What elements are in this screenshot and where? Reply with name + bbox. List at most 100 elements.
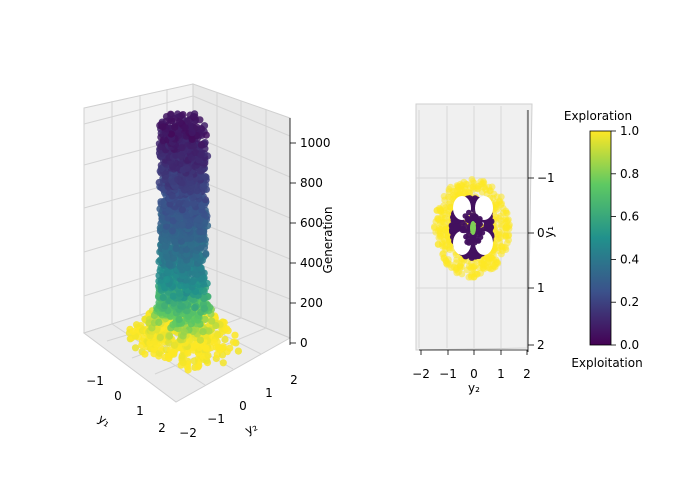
scatter-point xyxy=(466,232,472,238)
scatter-point xyxy=(189,199,197,207)
scatter-point xyxy=(179,111,187,119)
scatter-point xyxy=(180,328,188,336)
scatter-point xyxy=(479,230,486,236)
scatter-point xyxy=(174,213,183,222)
top-view-y1-tick-label: −1 xyxy=(537,171,555,185)
y2-tick-label: 2 xyxy=(290,373,298,387)
z-axis-label: Generation xyxy=(321,207,335,274)
scatter-point xyxy=(162,222,171,230)
scatter-point xyxy=(167,116,175,125)
scatter-point xyxy=(198,125,206,133)
scatter-point xyxy=(193,215,201,223)
top-view-y2-ticks: −2 −1 0 1 2 xyxy=(412,350,531,381)
scatter-point xyxy=(175,200,183,208)
scatter-point xyxy=(188,129,196,137)
scatter-point xyxy=(453,225,460,233)
scatter-point xyxy=(189,194,197,202)
scatter-point xyxy=(226,344,234,352)
scatter-point xyxy=(205,327,213,335)
z-tick-label: 0 xyxy=(300,336,308,350)
top-view-y2-tick-label: 0 xyxy=(470,367,478,381)
scatter-point xyxy=(483,190,491,198)
z-tick-label: 600 xyxy=(300,216,323,230)
scatter-point xyxy=(441,226,449,234)
scatter-point xyxy=(178,206,186,214)
right-top-view-panel: −1 0 1 2 y₁ −2 −1 0 1 2 y₂ xyxy=(412,103,556,395)
colorbar-tick-label: 0.4 xyxy=(620,252,639,266)
scatter-point xyxy=(234,347,242,355)
scatter-point xyxy=(157,164,165,173)
y1-tick-label: 2 xyxy=(158,421,166,435)
scatter-point xyxy=(176,118,184,126)
scatter-point xyxy=(466,209,472,216)
top-view-y2-label: y₂ xyxy=(468,381,480,395)
void-region xyxy=(475,196,493,220)
scatter-point xyxy=(466,189,474,197)
z-tick-label: 400 xyxy=(300,256,323,270)
scatter-point xyxy=(183,200,191,208)
scatter-point xyxy=(165,339,173,347)
scatter-point xyxy=(157,198,165,206)
scatter-point xyxy=(163,252,171,260)
scatter-point xyxy=(187,241,195,249)
scatter-point xyxy=(213,330,221,338)
center-point xyxy=(470,221,476,235)
scatter-point xyxy=(178,302,187,311)
scatter-point xyxy=(439,249,447,257)
colorbar-gradient xyxy=(589,130,612,346)
scatter-point xyxy=(504,232,512,240)
z-tick-label: 1000 xyxy=(300,136,331,150)
scatter-point xyxy=(208,317,216,325)
scatter-point xyxy=(169,254,177,262)
top-view-y1-ticks: −1 0 1 2 xyxy=(528,171,555,352)
colorbar-title: Exploration xyxy=(564,109,632,123)
scatter-point xyxy=(184,116,192,125)
scatter-point xyxy=(189,344,197,352)
scatter-point xyxy=(165,206,173,214)
scatter-point xyxy=(169,292,177,300)
z-tick-label: 800 xyxy=(300,176,323,190)
scatter-point xyxy=(231,331,239,339)
y1-axis-ticks: −1 012 xyxy=(86,374,166,435)
scatter-point xyxy=(503,218,510,226)
scatter-point xyxy=(168,192,176,200)
scatter-point xyxy=(190,357,198,365)
scatter-point xyxy=(441,196,449,204)
scatter-point xyxy=(491,245,498,253)
scatter-point xyxy=(457,182,465,190)
scatter-point xyxy=(159,123,167,131)
scatter-point xyxy=(473,270,481,278)
z-tick-label: 200 xyxy=(300,296,323,310)
scatter-point xyxy=(191,304,199,312)
top-view-y2-tick-label: −2 xyxy=(412,367,430,381)
z-axis: 0 200 400 600 800 1000 xyxy=(289,118,331,350)
scatter-point xyxy=(184,349,192,357)
scatter-point xyxy=(489,194,497,202)
scatter-point xyxy=(460,220,466,226)
scatter-point xyxy=(167,111,175,119)
y2-tick-label: 0 xyxy=(239,399,247,413)
scatter-point xyxy=(500,244,507,251)
scatter-point xyxy=(191,149,200,157)
scatter-point xyxy=(196,227,204,236)
scatter-point xyxy=(163,276,171,284)
scatter-point xyxy=(436,207,444,215)
y2-tick-label: −2 xyxy=(179,426,197,440)
colorbar: Exploration 0.0 0.2 0.4 0.6 0.8 1.0 Exploitat… xyxy=(564,109,643,370)
scatter-point xyxy=(473,215,479,222)
scatter-point xyxy=(168,227,176,235)
scatter-point xyxy=(451,188,459,195)
scatter-point xyxy=(210,338,218,347)
scatter-point xyxy=(229,338,238,346)
scatter-point xyxy=(434,240,442,248)
scatter-point xyxy=(169,217,177,225)
scatter-point xyxy=(455,268,462,276)
y2-tick-label: 1 xyxy=(265,386,273,400)
scatter-point xyxy=(461,227,468,234)
scatter-point xyxy=(199,328,207,336)
scatter-point xyxy=(484,221,491,228)
scatter-point xyxy=(178,221,187,229)
colorbar-tick-label: 0.2 xyxy=(620,295,639,309)
scatter-point xyxy=(198,202,206,210)
scatter-point xyxy=(477,221,484,228)
